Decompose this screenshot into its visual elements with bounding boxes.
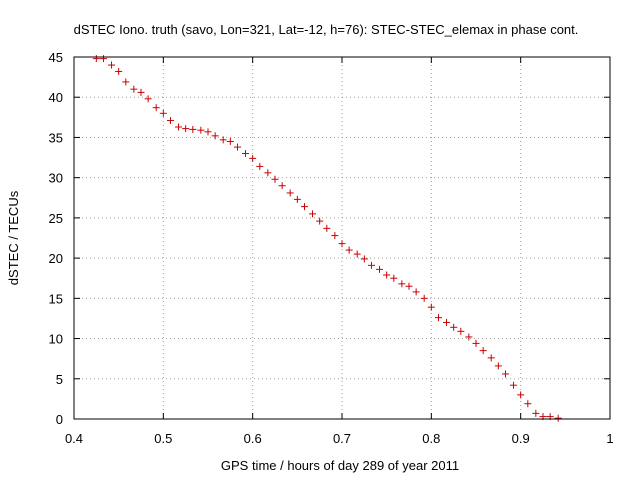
chart-title: dSTEC Iono. truth (savo, Lon=321, Lat=-1…	[74, 22, 579, 37]
data-point	[309, 210, 317, 218]
y-tick-label: 10	[49, 332, 63, 347]
data-point	[182, 125, 190, 133]
x-tick-label: 1	[606, 431, 613, 446]
data-point	[122, 78, 130, 86]
data-point	[316, 217, 324, 225]
data-point	[367, 261, 375, 269]
data-point	[175, 123, 183, 131]
data-point	[211, 132, 219, 140]
data-point	[434, 314, 442, 322]
data-point	[197, 126, 205, 134]
y-tick-label: 0	[56, 412, 63, 427]
axis-ticks	[73, 56, 611, 420]
data-point	[130, 85, 138, 93]
data-point	[532, 409, 540, 417]
x-tick-label: 0.8	[422, 431, 440, 446]
data-point	[487, 354, 495, 362]
data-point	[501, 370, 509, 378]
y-tick-label: 15	[49, 291, 63, 306]
data-point	[99, 55, 107, 63]
data-point	[427, 303, 435, 311]
data-point	[256, 162, 264, 170]
data-point	[383, 271, 391, 279]
data-point	[494, 362, 502, 370]
data-point	[189, 125, 197, 133]
data-point	[92, 55, 100, 63]
data-point	[144, 95, 152, 103]
data-point	[152, 104, 160, 112]
data-point	[345, 246, 353, 254]
grid-lines	[74, 57, 610, 419]
data-point	[323, 224, 331, 232]
data-point	[524, 400, 532, 408]
data-point	[242, 150, 250, 158]
data-point	[353, 250, 361, 258]
data-points	[92, 55, 562, 422]
data-point	[465, 333, 473, 341]
x-tick-label: 0.9	[512, 431, 530, 446]
y-tick-label: 45	[49, 50, 63, 65]
data-point	[517, 391, 525, 399]
data-point	[554, 414, 562, 422]
y-tick-label: 30	[49, 171, 63, 186]
x-tick-label: 0.7	[333, 431, 351, 446]
data-point	[450, 323, 458, 331]
data-point	[457, 327, 465, 335]
data-point	[108, 61, 116, 69]
data-point	[338, 240, 346, 248]
data-point	[115, 67, 123, 75]
data-point	[159, 109, 167, 117]
x-tick-label: 0.4	[65, 431, 83, 446]
data-point	[420, 294, 428, 302]
data-point	[443, 318, 451, 326]
y-axis-label: dSTEC / TECUs	[6, 190, 21, 285]
data-point	[376, 265, 384, 273]
y-tick-label: 35	[49, 130, 63, 145]
y-tick-label: 40	[49, 90, 63, 105]
data-point	[405, 282, 413, 290]
data-point	[360, 255, 368, 263]
data-point	[510, 381, 518, 389]
y-tick-label: 5	[56, 372, 63, 387]
data-point	[331, 232, 339, 240]
data-point	[300, 203, 308, 211]
data-point	[137, 88, 145, 96]
data-point	[204, 128, 212, 136]
data-point	[226, 137, 234, 145]
x-axis-label: GPS time / hours of day 289 of year 2011	[221, 458, 459, 473]
x-tick-label: 0.5	[154, 431, 172, 446]
data-point	[219, 136, 227, 144]
data-point	[412, 288, 420, 296]
data-point	[286, 189, 294, 197]
data-point	[271, 175, 279, 183]
y-tick-label: 25	[49, 211, 63, 226]
data-point	[390, 274, 398, 282]
data-point	[479, 347, 487, 355]
data-point	[264, 169, 272, 177]
x-tick-label: 0.6	[244, 431, 262, 446]
data-point	[293, 195, 301, 203]
data-point	[166, 117, 174, 125]
data-point	[398, 280, 406, 288]
data-point	[233, 143, 241, 151]
y-tick-label: 20	[49, 251, 63, 266]
data-point	[472, 339, 480, 347]
data-point	[278, 182, 286, 190]
data-point	[249, 154, 257, 162]
